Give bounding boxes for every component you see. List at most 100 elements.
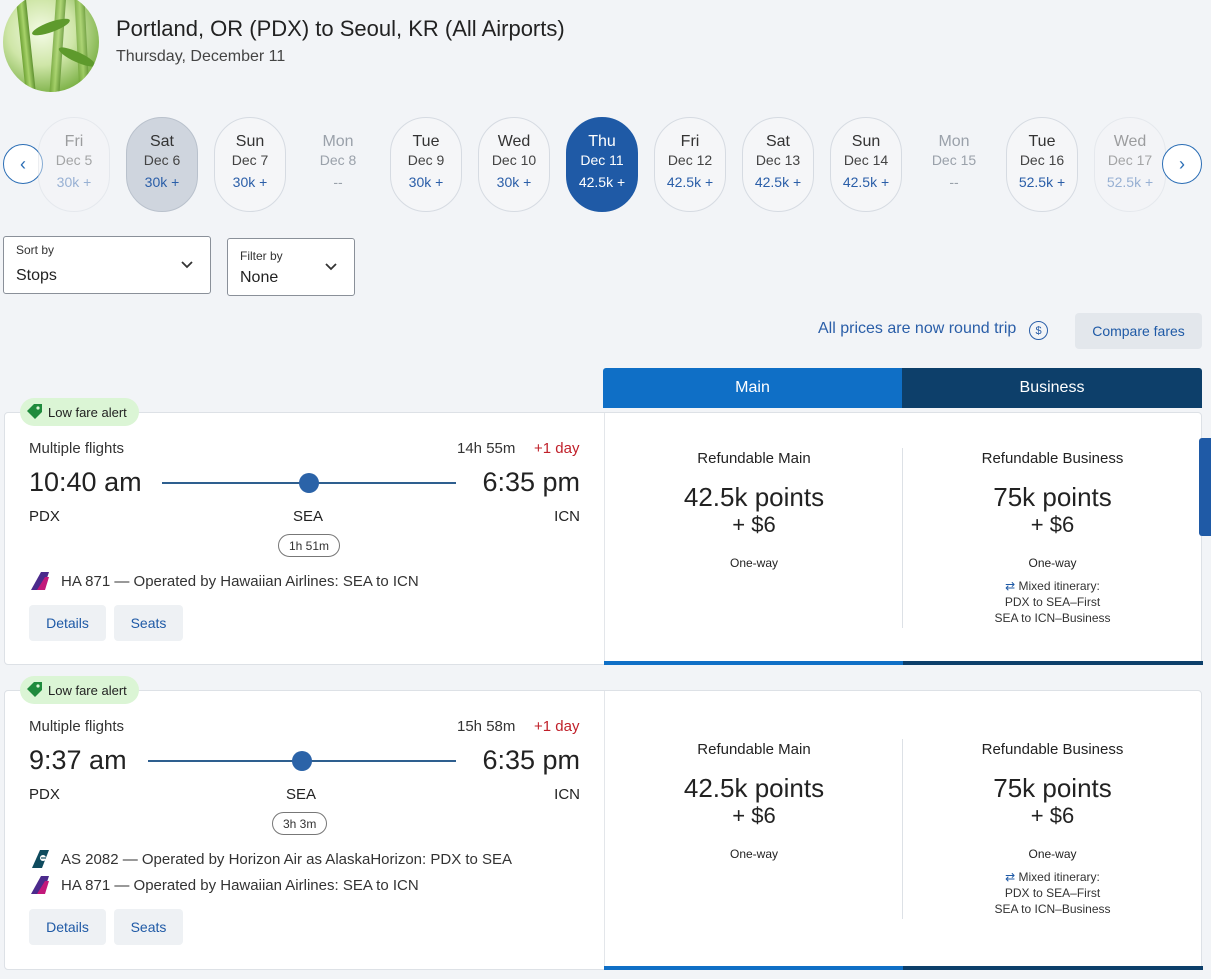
chevron-down-icon xyxy=(325,263,337,271)
main-fare-option[interactable]: Refundable Main 42.5k points + $6 One-wa… xyxy=(604,691,903,969)
date-dow: Sat xyxy=(149,133,174,150)
fare-points: 75k points xyxy=(993,482,1112,512)
date-dow: Fri xyxy=(680,133,700,150)
main-fare-option[interactable]: Refundable Main 42.5k points + $6 One-wa… xyxy=(604,413,903,664)
sort-value: Stops xyxy=(16,267,57,284)
round-trip-note: All prices are now round trip xyxy=(818,320,1017,337)
date-price: 42.5k + xyxy=(842,174,890,190)
chevron-down-icon xyxy=(181,261,193,269)
hawaiian-airlines-logo-icon xyxy=(31,572,49,590)
date-day: Dec 9 xyxy=(407,152,445,168)
tag-icon xyxy=(27,682,42,697)
mixed-seg2: SEA to ICN–Business xyxy=(994,902,1111,916)
date-day: Dec 15 xyxy=(931,152,977,168)
date-option[interactable]: Sat Dec 6 30k + xyxy=(126,117,198,212)
depart-time: 10:40 am xyxy=(29,467,142,497)
date-day: Dec 17 xyxy=(1107,152,1153,168)
fare-name: Refundable Business xyxy=(981,450,1124,467)
date-price: 30k + xyxy=(232,174,268,190)
date-dow: Sun xyxy=(235,133,265,150)
mixed-label: Mixed itinerary: xyxy=(1018,579,1100,593)
date-dow: Sun xyxy=(851,133,881,150)
fare-points: 42.5k points xyxy=(683,482,825,512)
stop-code: SEA xyxy=(286,786,317,803)
mixed-itinerary: ⇄ Mixed itinerary: PDX to SEA–First SEA … xyxy=(903,869,1202,917)
sort-select[interactable]: Sort by Stops xyxy=(3,236,211,294)
shuffle-icon: ⇄ xyxy=(1005,870,1016,884)
date-dow: Thu xyxy=(588,133,616,150)
business-fare-option[interactable]: Refundable Business 75k points + $6 One-… xyxy=(903,691,1202,969)
date-day: Dec 14 xyxy=(843,152,889,168)
flight-duration: 15h 58m xyxy=(457,718,516,735)
stop-dot xyxy=(292,751,312,771)
compare-fares-button[interactable]: Compare fares xyxy=(1075,313,1202,349)
date-option[interactable]: Wed Dec 10 30k + xyxy=(478,117,550,212)
origin-code: PDX xyxy=(29,508,60,525)
seats-button[interactable]: Seats xyxy=(114,605,183,641)
date-dow: Sat xyxy=(765,133,790,150)
fare-points: 42.5k points xyxy=(683,773,825,803)
plus-day: +1 day xyxy=(534,718,580,735)
flight-type: Multiple flights xyxy=(29,718,125,735)
date-price: 42.5k + xyxy=(578,174,626,190)
seats-button[interactable]: Seats xyxy=(114,909,183,945)
date-day: Dec 5 xyxy=(55,152,93,168)
arrive-time: 6:35 pm xyxy=(482,467,580,497)
next-dates-button[interactable]: › xyxy=(1162,144,1202,184)
stop-dot xyxy=(299,473,319,493)
mixed-label: Mixed itinerary: xyxy=(1018,870,1100,884)
date-option[interactable]: Sun Dec 7 30k + xyxy=(214,117,286,212)
date-option[interactable]: Sun Dec 14 42.5k + xyxy=(830,117,902,212)
mixed-seg1: PDX to SEA–First xyxy=(1004,595,1101,609)
date-option[interactable]: Fri Dec 5 30k + xyxy=(38,117,110,212)
route-title: Portland, OR (PDX) to Seoul, KR (All Air… xyxy=(116,16,565,41)
stop-code: SEA xyxy=(293,508,324,525)
date-day: Dec 16 xyxy=(1019,152,1065,168)
date-price: 52.5k + xyxy=(1106,174,1154,190)
dest-code: ICN xyxy=(554,508,580,525)
date-option[interactable]: Fri Dec 12 42.5k + xyxy=(654,117,726,212)
date-day: Dec 12 xyxy=(667,152,713,168)
main-fare-bar xyxy=(604,661,903,665)
filter-select[interactable]: Filter by None xyxy=(227,238,355,296)
mixed-seg2: SEA to ICN–Business xyxy=(994,611,1111,625)
date-option[interactable]: Tue Dec 16 52.5k + xyxy=(1006,117,1078,212)
date-dow: Tue xyxy=(412,133,440,150)
arrive-time: 6:35 pm xyxy=(482,745,580,775)
dest-code: ICN xyxy=(554,786,580,803)
flight-type: Multiple flights xyxy=(29,440,125,457)
fare-trip: One-way xyxy=(1028,556,1077,570)
details-button[interactable]: Details xyxy=(29,605,106,641)
date-dow: Fri xyxy=(64,133,84,150)
date-option: Mon Dec 15 -- xyxy=(918,117,990,212)
fare-trip: One-way xyxy=(729,847,779,861)
dollar-info-icon[interactable]: $ xyxy=(1029,321,1048,340)
date-day: Dec 10 xyxy=(491,152,537,168)
business-fare-bar xyxy=(903,966,1203,970)
fare-fee: + $6 xyxy=(732,512,776,537)
dollar-symbol: $ xyxy=(1035,324,1042,337)
date-option-selected[interactable]: Thu Dec 11 42.5k + xyxy=(566,117,638,212)
feedback-side-tab[interactable] xyxy=(1199,438,1211,536)
date-option[interactable]: Tue Dec 9 30k + xyxy=(390,117,462,212)
business-fare-option[interactable]: Refundable Business 75k points + $6 One-… xyxy=(903,413,1202,664)
date-day: Dec 6 xyxy=(143,152,181,168)
fare-trip: One-way xyxy=(729,556,779,570)
prev-dates-button[interactable]: ‹ xyxy=(3,144,43,184)
destination-image xyxy=(3,0,99,92)
date-option[interactable]: Sat Dec 13 42.5k + xyxy=(742,117,814,212)
date-day: Dec 13 xyxy=(755,152,801,168)
tab-business[interactable]: Business xyxy=(902,368,1202,408)
date-option[interactable]: Wed Dec 17 52.5k + xyxy=(1094,117,1166,212)
mixed-itinerary: ⇄ Mixed itinerary: PDX to SEA–First SEA … xyxy=(903,578,1202,626)
alert-text: Low fare alert xyxy=(48,682,127,698)
chevron-left-icon: ‹ xyxy=(20,153,26,174)
chevron-right-icon: › xyxy=(1179,153,1185,174)
date-option: Mon Dec 8 -- xyxy=(302,117,374,212)
details-button[interactable]: Details xyxy=(29,909,106,945)
tab-main[interactable]: Main xyxy=(603,368,902,408)
flight-duration: 14h 55m xyxy=(457,440,516,457)
date-dow: Tue xyxy=(1028,133,1056,150)
operator-row: HA 871 — Operated by Hawaiian Airlines: … xyxy=(29,571,419,591)
operator-text: HA 871 — Operated by Hawaiian Airlines: … xyxy=(61,572,419,590)
